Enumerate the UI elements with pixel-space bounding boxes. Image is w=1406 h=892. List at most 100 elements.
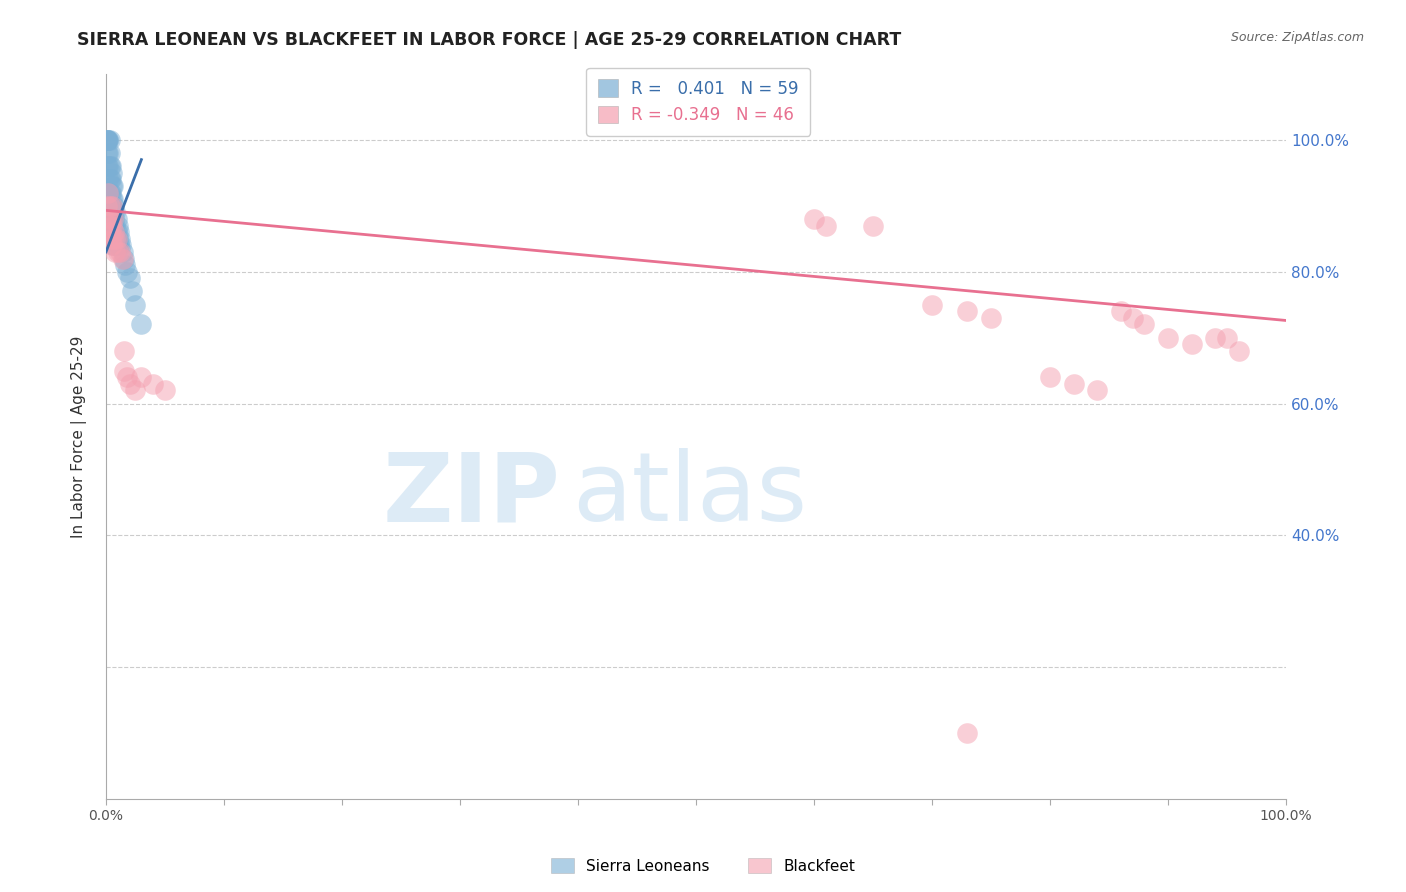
Point <box>98 199 121 213</box>
Text: atlas: atlas <box>572 448 807 541</box>
Point <box>98 186 121 200</box>
Point <box>1204 330 1226 344</box>
Point <box>100 232 122 246</box>
Point <box>980 310 1002 325</box>
Point <box>100 211 122 226</box>
Point <box>104 219 127 233</box>
Point <box>100 199 122 213</box>
Point <box>921 298 943 312</box>
Point <box>118 271 141 285</box>
Y-axis label: In Labor Force | Age 25-29: In Labor Force | Age 25-29 <box>72 335 87 538</box>
Point <box>100 172 122 186</box>
Point <box>1085 384 1108 398</box>
Point <box>97 186 120 200</box>
Point <box>98 133 121 147</box>
Point <box>101 205 124 219</box>
Point <box>104 205 127 219</box>
Point <box>112 363 135 377</box>
Text: Source: ZipAtlas.com: Source: ZipAtlas.com <box>1230 31 1364 45</box>
Point <box>124 384 146 398</box>
Point <box>101 225 124 239</box>
Point <box>101 238 124 252</box>
Point <box>108 225 131 239</box>
Point <box>100 159 122 173</box>
Point <box>101 219 124 233</box>
Point <box>105 211 128 226</box>
Point <box>118 376 141 391</box>
Point <box>1227 343 1250 358</box>
Point <box>115 370 138 384</box>
Point <box>101 219 124 233</box>
Point <box>108 244 131 259</box>
Point <box>101 238 124 252</box>
Point <box>1216 330 1239 344</box>
Point <box>1039 370 1062 384</box>
Point <box>104 244 127 259</box>
Point <box>956 726 979 740</box>
Point <box>107 219 129 233</box>
Point <box>108 238 131 252</box>
Point <box>112 252 135 266</box>
Text: SIERRA LEONEAN VS BLACKFEET IN LABOR FORCE | AGE 25-29 CORRELATION CHART: SIERRA LEONEAN VS BLACKFEET IN LABOR FOR… <box>77 31 901 49</box>
Point <box>956 304 979 318</box>
Point <box>101 219 124 233</box>
Point <box>114 258 136 272</box>
Point <box>98 199 121 213</box>
Point <box>1063 376 1085 391</box>
Point <box>100 211 122 226</box>
Point <box>814 219 837 233</box>
Point <box>105 238 128 252</box>
Point <box>107 244 129 259</box>
Point <box>98 146 121 161</box>
Point <box>112 343 135 358</box>
Point <box>115 265 138 279</box>
Point <box>96 133 118 147</box>
Point <box>1180 337 1202 351</box>
Point <box>121 285 143 299</box>
Point <box>96 199 118 213</box>
Point <box>101 179 124 194</box>
Point <box>101 205 124 219</box>
Point <box>101 232 124 246</box>
Point <box>101 211 124 226</box>
Point <box>105 225 128 239</box>
Point <box>96 146 118 161</box>
Point <box>103 211 125 226</box>
Point <box>98 225 121 239</box>
Point <box>98 219 121 233</box>
Point <box>98 211 121 226</box>
Point <box>131 370 153 384</box>
Point <box>97 172 120 186</box>
Point <box>111 244 134 259</box>
Point <box>1133 318 1156 332</box>
Point <box>101 179 124 194</box>
Point <box>108 232 131 246</box>
Point <box>142 376 165 391</box>
Point <box>1122 310 1144 325</box>
Point <box>96 159 118 173</box>
Point <box>101 199 124 213</box>
Point <box>97 146 120 161</box>
Point <box>111 252 134 266</box>
Point <box>124 298 146 312</box>
Point <box>100 186 122 200</box>
Point <box>97 133 120 147</box>
Point <box>107 232 129 246</box>
Point <box>103 225 125 239</box>
Point <box>96 133 118 147</box>
Point <box>803 211 825 226</box>
Point <box>105 232 128 246</box>
Point <box>862 219 884 233</box>
Point <box>104 232 127 246</box>
Point <box>97 186 120 200</box>
Point <box>1109 304 1132 318</box>
Point <box>98 159 121 173</box>
Legend: R =   0.401   N = 59, R = -0.349   N = 46: R = 0.401 N = 59, R = -0.349 N = 46 <box>586 68 810 136</box>
Point <box>131 318 153 332</box>
Point <box>101 192 124 206</box>
Point <box>110 238 132 252</box>
Point <box>98 172 121 186</box>
Legend: Sierra Leoneans, Blackfeet: Sierra Leoneans, Blackfeet <box>546 852 860 880</box>
Point <box>96 133 118 147</box>
Point <box>103 225 125 239</box>
